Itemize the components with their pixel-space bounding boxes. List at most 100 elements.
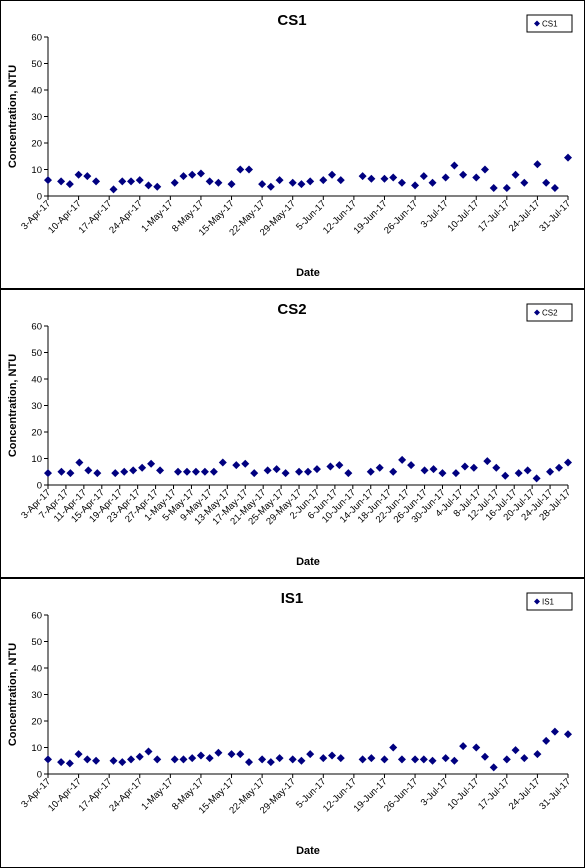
data-point (511, 170, 520, 179)
data-point (304, 467, 312, 476)
data-point (460, 462, 469, 471)
data-point (209, 467, 218, 476)
data-point (312, 465, 321, 474)
data-point (472, 743, 481, 752)
data-point (135, 176, 144, 185)
data-point (419, 755, 428, 764)
data-point (57, 758, 66, 767)
data-point (214, 748, 223, 757)
data-point (288, 755, 297, 764)
data-point (564, 730, 572, 739)
data-point (564, 153, 572, 162)
data-point (205, 177, 214, 186)
y-tick-label: 0 (37, 481, 42, 492)
y-tick-label: 0 (37, 770, 42, 781)
data-point (429, 465, 438, 474)
y-tick-label: 20 (31, 139, 42, 150)
data-point (188, 170, 197, 179)
data-point (523, 466, 532, 475)
data-point (153, 182, 162, 191)
data-point (336, 754, 345, 763)
data-point (74, 750, 83, 759)
chart-panel: CS101020304050603-Apr-1710-Apr-1717-Apr-… (0, 0, 585, 289)
legend-box (526, 303, 573, 322)
data-point (236, 165, 245, 174)
data-point (241, 459, 250, 468)
chart-title: IS1 (281, 590, 304, 607)
data-point (441, 754, 450, 763)
data-point (542, 736, 551, 745)
data-point (389, 173, 398, 182)
data-point (533, 160, 542, 169)
data-point (57, 467, 66, 476)
data-point (200, 467, 209, 476)
x-axis-label: Date (296, 845, 320, 857)
legend-label: CS1 (542, 20, 558, 29)
data-point (174, 467, 182, 476)
y-tick-label: 40 (31, 86, 42, 97)
data-point (480, 752, 489, 761)
data-point (127, 177, 136, 186)
data-point (147, 459, 156, 468)
data-point (153, 755, 162, 764)
data-point (550, 727, 559, 736)
y-axis-label: Concentration, NTU (7, 643, 19, 746)
data-point (319, 176, 328, 185)
data-point (275, 754, 284, 763)
data-point (542, 178, 551, 187)
data-point (170, 178, 179, 187)
data-point (84, 466, 93, 475)
data-point (120, 467, 129, 476)
y-tick-label: 60 (31, 33, 42, 44)
data-point (205, 754, 214, 763)
panel-border (0, 578, 585, 868)
data-point (297, 756, 306, 765)
y-axis-label: Concentration, NTU (7, 354, 19, 457)
data-point (450, 756, 459, 765)
legend: IS1 (526, 592, 573, 611)
data-point (258, 180, 267, 189)
data-point (93, 469, 102, 478)
data-point (489, 184, 498, 193)
data-point (127, 755, 136, 764)
data-point (367, 754, 376, 763)
y-tick-label: 20 (31, 717, 42, 728)
data-point (179, 172, 188, 181)
data-point (266, 758, 275, 767)
data-point (250, 469, 259, 478)
data-point (57, 177, 66, 186)
data-point (344, 469, 353, 478)
data-point (420, 466, 429, 475)
data-point (328, 751, 337, 760)
data-point (520, 754, 529, 763)
y-axis-label: Concentration, NTU (7, 65, 19, 168)
data-point (44, 469, 52, 478)
y-tick-label: 50 (31, 59, 42, 70)
data-point (397, 178, 406, 187)
data-point (191, 467, 200, 476)
y-tick-label: 30 (31, 112, 42, 123)
y-tick-label: 50 (31, 348, 42, 359)
data-point (397, 755, 406, 764)
panel-border (0, 0, 585, 289)
data-point (297, 180, 306, 189)
data-point (92, 756, 101, 765)
data-point (375, 463, 384, 472)
chart-title: CS1 (277, 12, 306, 29)
data-point (501, 471, 510, 480)
y-tick-label: 20 (31, 428, 42, 439)
data-point (182, 467, 191, 476)
data-point (520, 178, 529, 187)
data-point (75, 458, 84, 467)
data-point (74, 170, 83, 179)
data-point (502, 184, 511, 193)
data-point (472, 173, 481, 182)
chart-panel: CS201020304050603-Apr-177-Apr-1711-Apr-1… (0, 289, 585, 578)
data-point (109, 185, 118, 194)
data-point (144, 181, 153, 190)
data-point (306, 750, 315, 759)
data-point (469, 463, 478, 472)
y-tick-label: 40 (31, 375, 42, 386)
legend-marker (534, 309, 540, 316)
data-point (92, 177, 101, 186)
